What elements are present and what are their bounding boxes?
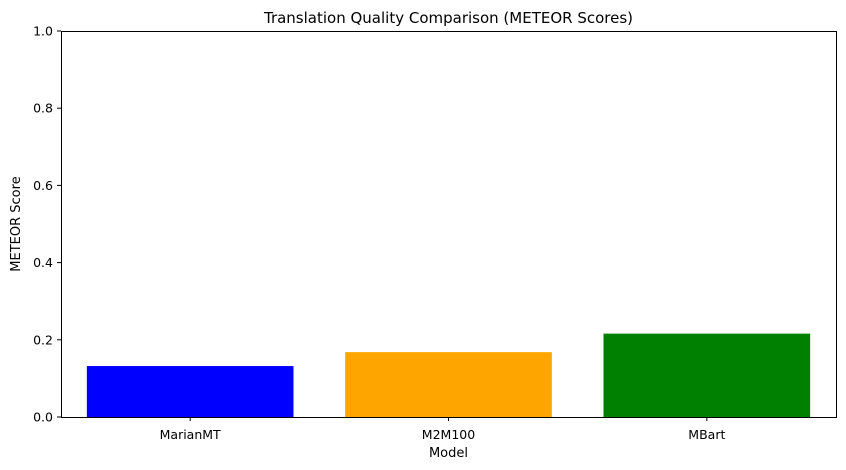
y-tick-label: 1.0 (33, 24, 53, 39)
bars-layer (86, 333, 811, 417)
chart-title: Translation Quality Comparison (METEOR S… (263, 9, 633, 27)
y-tick-label: 0.4 (33, 255, 53, 270)
x-tick-label: MBart (688, 427, 725, 442)
bar-marianmt (86, 366, 294, 417)
x-tick-label: M2M100 (422, 427, 475, 442)
y-tick-label: 0.8 (33, 101, 53, 116)
y-tick-label: 0.6 (33, 178, 53, 193)
plot-frame (61, 31, 837, 418)
x-axis-title: Model (429, 446, 468, 461)
y-tick-label: 0.2 (33, 332, 53, 347)
ticks-layer: MarianMT M2M100 MBart 0.0 0.2 0.4 0.6 0.8 1.0 (33, 24, 725, 443)
y-tick-label: 0.0 (33, 410, 53, 425)
x-tick-label: MarianMT (160, 427, 221, 442)
bar-m2m100 (345, 352, 552, 417)
y-axis-title: METEOR Score (9, 176, 24, 271)
bar-mbart (603, 333, 811, 417)
